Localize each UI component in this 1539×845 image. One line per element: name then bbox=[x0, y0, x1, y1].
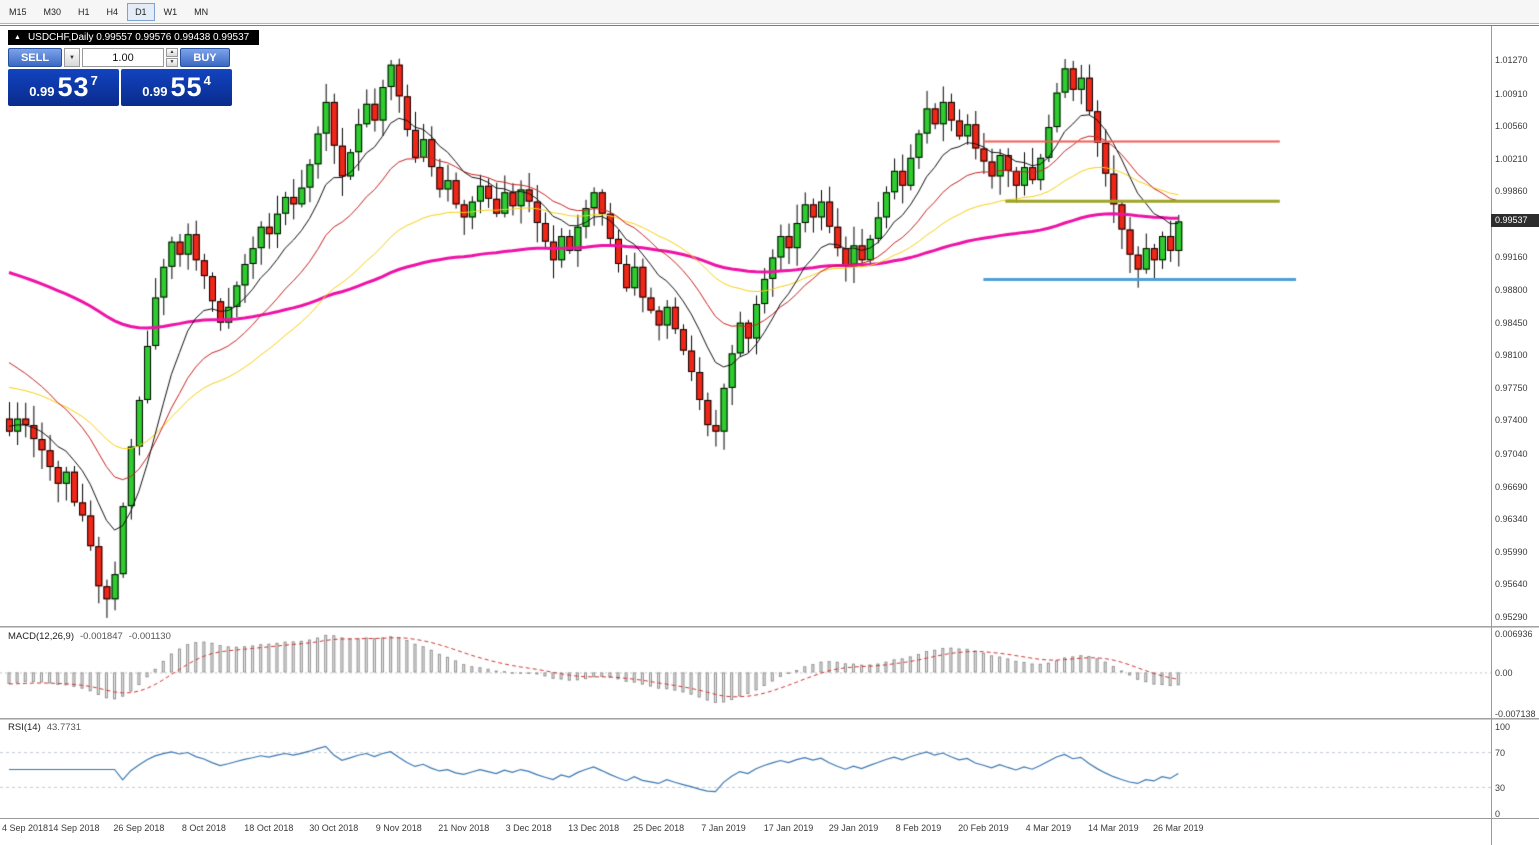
one-click-controls-row: SELL ▼ ▲ ▼ BUY bbox=[8, 48, 232, 67]
sell-price-pipette: 7 bbox=[90, 73, 98, 88]
timeframe-button-m30[interactable]: M30 bbox=[36, 3, 70, 21]
date-axis-label: 29 Jan 2019 bbox=[828, 823, 879, 833]
price-axis-label: 0.96690 bbox=[1495, 481, 1528, 492]
macd-axis-label: 0.00 bbox=[1495, 668, 1513, 679]
current-price-tag: 0.99537 bbox=[1491, 214, 1539, 228]
price-axis-label: 1.00910 bbox=[1495, 88, 1528, 99]
timeframe-button-d1[interactable]: D1 bbox=[127, 2, 155, 21]
price-axis-label: 0.98450 bbox=[1495, 317, 1528, 328]
price-axis-label: 0.98100 bbox=[1495, 350, 1528, 361]
price-axis-separator bbox=[1491, 26, 1492, 845]
date-axis-label: 8 Feb 2019 bbox=[895, 823, 942, 833]
timeframe-button-w1[interactable]: W1 bbox=[156, 3, 186, 21]
volume-dropdown-button[interactable]: ▼ bbox=[64, 48, 80, 67]
price-axis-label: 0.97400 bbox=[1495, 415, 1528, 426]
macd-signal-value: -0.001130 bbox=[128, 631, 171, 642]
date-axis-label: 14 Sep 2018 bbox=[48, 823, 100, 833]
pane-separator[interactable] bbox=[0, 626, 1539, 628]
buy-price-pips: 55 bbox=[170, 72, 203, 102]
price-axis-label: 0.95640 bbox=[1495, 579, 1528, 590]
date-axis-label: 30 Oct 2018 bbox=[309, 823, 359, 833]
price-axis-label: 0.98800 bbox=[1495, 285, 1528, 296]
macd-pane-canvas[interactable] bbox=[0, 628, 1491, 718]
timeframe-button-mn[interactable]: MN bbox=[186, 3, 216, 21]
main-chart-canvas[interactable] bbox=[0, 26, 1491, 626]
buy-price-display[interactable]: 0.99 55 4 bbox=[121, 69, 232, 106]
price-axis-label: 0.95290 bbox=[1495, 612, 1528, 622]
rsi-axis-label: 30 bbox=[1495, 782, 1506, 793]
rsi-axis-label: 100 bbox=[1495, 722, 1511, 732]
date-axis-label: 13 Dec 2018 bbox=[568, 823, 620, 833]
timeframe-toolbar: M15 M30 H1 H4 D1 W1 MN bbox=[0, 0, 1539, 24]
sell-price-pips: 53 bbox=[57, 72, 90, 102]
pane-separator bbox=[0, 818, 1539, 819]
date-axis-label: 26 Mar 2019 bbox=[1152, 823, 1204, 833]
price-axis-label: 0.97750 bbox=[1495, 382, 1528, 393]
rsi-pane-canvas[interactable] bbox=[0, 720, 1491, 818]
price-axis-label: 0.99860 bbox=[1495, 186, 1528, 197]
date-axis-label: 25 Dec 2018 bbox=[633, 823, 685, 833]
date-axis-label: 26 Sep 2018 bbox=[113, 823, 165, 833]
buy-price-whole: 0.99 bbox=[142, 84, 168, 99]
date-axis-label: 21 Nov 2018 bbox=[438, 823, 490, 833]
timeframe-button-m15[interactable]: M15 bbox=[1, 3, 35, 21]
rsi-axis-label: 70 bbox=[1495, 748, 1506, 759]
symbol-info-bar: ▲ USDCHF,Daily 0.99557 0.99576 0.99438 0… bbox=[8, 30, 260, 45]
price-axis-label: 0.97040 bbox=[1495, 448, 1528, 459]
macd-axis-label: 0.006936 bbox=[1495, 629, 1533, 639]
rsi-value: 43.7731 bbox=[46, 722, 82, 733]
date-axis-label: 14 Mar 2019 bbox=[1088, 823, 1139, 833]
price-axis-label: 1.00560 bbox=[1495, 121, 1528, 132]
price-axis-label: 0.95990 bbox=[1495, 546, 1528, 557]
date-axis-label: 9 Nov 2018 bbox=[375, 823, 422, 833]
stepper-up-icon[interactable]: ▲ bbox=[166, 48, 178, 57]
sell-button[interactable]: SELL bbox=[8, 48, 62, 67]
volume-input[interactable] bbox=[82, 48, 164, 67]
rsi-axis-label: 0 bbox=[1495, 809, 1501, 819]
buy-price-pipette: 4 bbox=[203, 73, 211, 88]
date-axis-label: 4 Mar 2019 bbox=[1025, 823, 1072, 833]
timeframe-button-h1[interactable]: H1 bbox=[70, 3, 98, 21]
rsi-label: RSI(14) bbox=[8, 722, 41, 733]
date-axis-label: 4 Sep 2018 bbox=[2, 823, 49, 833]
date-axis-label: 3 Dec 2018 bbox=[505, 823, 552, 833]
date-axis-label: 17 Jan 2019 bbox=[763, 823, 814, 833]
sell-price-whole: 0.99 bbox=[29, 84, 55, 99]
timeframe-button-h4[interactable]: H4 bbox=[99, 3, 127, 21]
date-axis-label: 20 Feb 2019 bbox=[958, 823, 1009, 833]
macd-label: MACD(12,26,9) bbox=[8, 631, 74, 642]
date-axis-label: 18 Oct 2018 bbox=[244, 823, 294, 833]
chevron-down-icon: ▼ bbox=[69, 54, 75, 61]
collapse-panel-icon[interactable]: ▲ bbox=[14, 34, 21, 41]
stepper-down-icon[interactable]: ▼ bbox=[166, 58, 178, 67]
price-axis-label: 1.00210 bbox=[1495, 153, 1528, 164]
price-axis-label: 0.99160 bbox=[1495, 251, 1528, 262]
macd-axis-label: -0.007138 bbox=[1495, 709, 1536, 719]
price-axis-label: 1.01270 bbox=[1495, 55, 1528, 65]
volume-stepper: ▲ ▼ bbox=[166, 48, 178, 67]
chart-top-border bbox=[0, 25, 1539, 26]
rsi-header: RSI(14) 43.7731 bbox=[8, 722, 81, 733]
price-axis-label: 0.96340 bbox=[1495, 514, 1528, 525]
sell-price-display[interactable]: 0.99 53 7 bbox=[8, 69, 119, 106]
buy-button[interactable]: BUY bbox=[180, 48, 230, 67]
pane-separator[interactable] bbox=[0, 718, 1539, 720]
macd-header: MACD(12,26,9) -0.001847 -0.001130 bbox=[8, 631, 171, 642]
date-axis-label: 7 Jan 2019 bbox=[701, 823, 746, 833]
one-click-prices-row: 0.99 53 7 0.99 55 4 bbox=[8, 69, 232, 106]
symbol-ohlc-text: USDCHF,Daily 0.99557 0.99576 0.99438 0.9… bbox=[27, 32, 250, 43]
macd-main-value: -0.001847 bbox=[80, 631, 123, 642]
one-click-trading-panel: SELL ▼ ▲ ▼ BUY 0.99 53 7 0.99 55 4 bbox=[8, 48, 232, 106]
date-axis-label: 8 Oct 2018 bbox=[181, 823, 226, 833]
